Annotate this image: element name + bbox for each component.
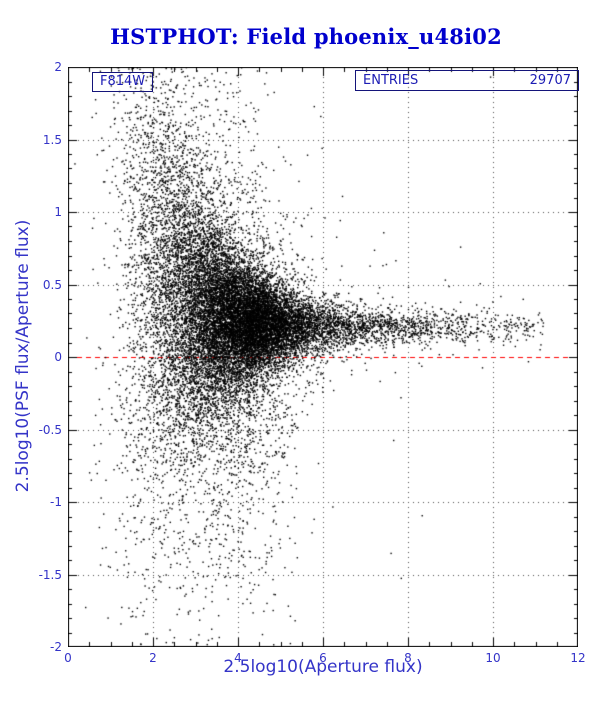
y-tick-label: -2	[50, 640, 62, 654]
entries-box: ENTRIES 29707	[355, 70, 579, 91]
scatter-plot: F814W ENTRIES 29707	[68, 67, 579, 647]
y-tick-label: 0	[54, 350, 62, 364]
page-title: HSTPHOT: Field phoenix_u48i02	[110, 24, 502, 49]
y-tick-label: 1	[54, 205, 62, 219]
y-tick-label: -1	[50, 495, 62, 509]
x-tick-label: 12	[570, 651, 586, 665]
y-tick-label: 0.5	[42, 277, 62, 292]
y-tick-label: -0.5	[38, 422, 62, 437]
y-tick-label: 1.5	[42, 132, 62, 147]
x-tick-label: 8	[404, 651, 412, 665]
x-tick-label: 2	[149, 651, 157, 665]
entries-label: ENTRIES	[363, 73, 419, 88]
x-axis-label: 2.5log10(Aperture flux)	[223, 657, 423, 677]
x-tick-label: 6	[319, 651, 327, 665]
x-tick-label: 10	[485, 651, 501, 665]
x-tick-label: 0	[64, 651, 72, 665]
scatter-canvas	[68, 67, 578, 647]
y-tick-label: -1.5	[38, 567, 62, 582]
entries-value: 29707	[529, 73, 571, 88]
filter-label: F814W	[92, 72, 154, 92]
x-tick-label: 4	[234, 651, 242, 665]
y-tick-label: 2	[54, 60, 62, 74]
